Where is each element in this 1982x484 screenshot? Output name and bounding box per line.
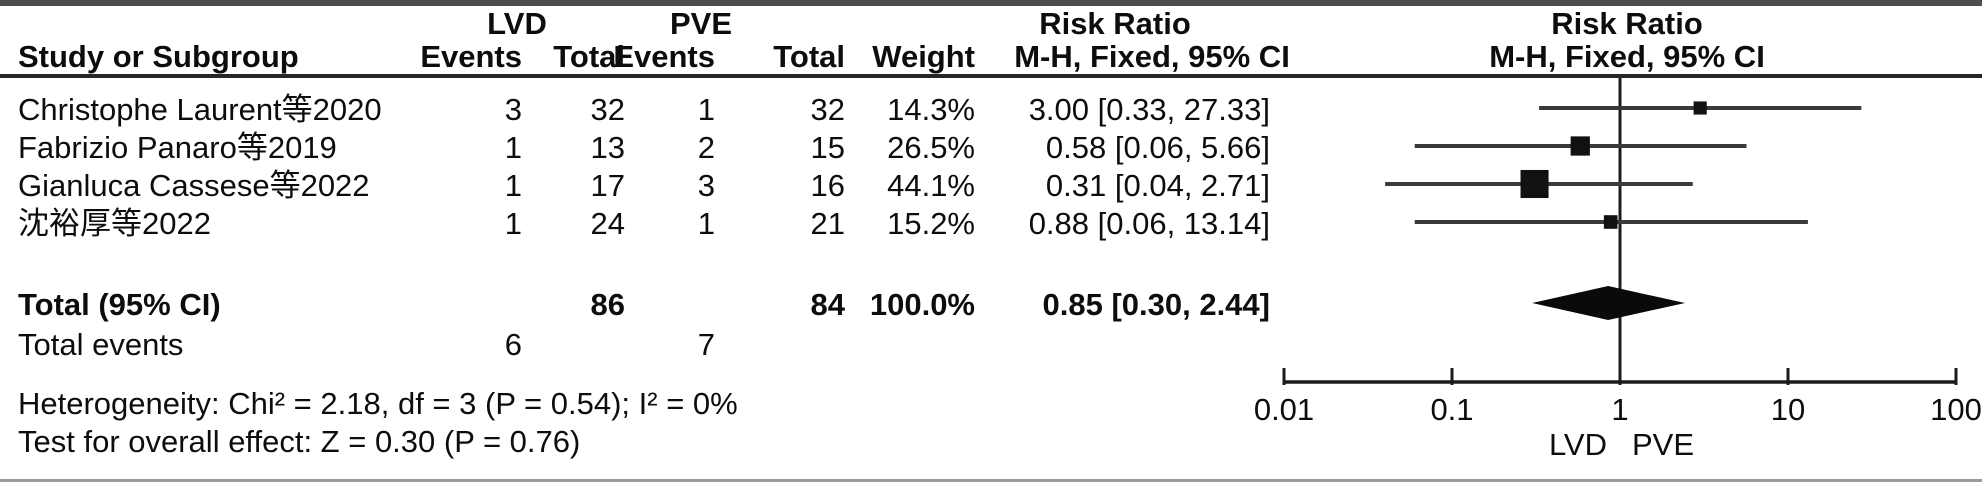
figure-top-border xyxy=(0,0,1982,6)
pve-events: 3 xyxy=(697,168,715,203)
col-header-study: Study or Subgroup xyxy=(18,39,299,74)
axis-tick-label: 100 xyxy=(1930,392,1982,427)
total-weight: 100.0% xyxy=(869,287,975,322)
lvd-total: 13 xyxy=(590,130,625,165)
figure-bottom-border xyxy=(0,479,1982,482)
total-pve-total: 84 xyxy=(810,287,845,322)
rr-ci-text: 0.58 [0.06, 5.66] xyxy=(1045,130,1270,165)
total-lvd-total: 86 xyxy=(590,287,625,322)
effect-marker xyxy=(1570,136,1590,156)
axis-tick-label: 1 xyxy=(1611,392,1629,427)
pve-total: 32 xyxy=(810,92,845,127)
total-diamond xyxy=(1532,286,1686,320)
total-events-lvd: 6 xyxy=(504,327,522,362)
rr-ci-text: 0.88 [0.06, 13.14] xyxy=(1028,206,1270,241)
col-header-mh-ci-plot: M-H, Fixed, 95% CI xyxy=(1489,39,1765,74)
rr-ci-text: 0.31 [0.04, 2.71] xyxy=(1045,168,1270,203)
weight: 15.2% xyxy=(887,206,975,241)
effect-marker xyxy=(1693,101,1707,115)
lvd-events: 1 xyxy=(504,130,522,165)
study-name: Gianluca Cassese等2022 xyxy=(18,168,370,203)
lvd-total: 24 xyxy=(590,206,625,241)
col-group-lvd: LVD xyxy=(487,6,547,41)
axis-tick-label: 0.01 xyxy=(1253,392,1315,427)
col-header-weight: Weight xyxy=(872,39,975,74)
col-header-lvd-total: Total xyxy=(553,39,625,74)
header-rule xyxy=(0,74,1982,78)
lvd-events: 1 xyxy=(504,206,522,241)
axis-tick-label: 0.1 xyxy=(1430,392,1474,427)
weight: 26.5% xyxy=(887,130,975,165)
axis-tick-label: 10 xyxy=(1770,392,1806,427)
heterogeneity-stats: Heterogeneity: Chi² = 2.18, df = 3 (P = … xyxy=(18,386,738,421)
col-header-lvd-events: Events xyxy=(420,39,522,74)
pve-events: 1 xyxy=(697,92,715,127)
effect-marker xyxy=(1603,215,1618,229)
total-events-label: Total events xyxy=(18,327,184,362)
pve-total: 16 xyxy=(810,168,845,203)
col-group-risk-ratio-plot: Risk Ratio xyxy=(1551,6,1703,41)
col-group-pve: PVE xyxy=(669,6,733,41)
pve-events: 2 xyxy=(697,130,715,165)
total-rr-ci-text: 0.85 [0.30, 2.44] xyxy=(1042,287,1271,322)
pve-events: 1 xyxy=(697,206,715,241)
study-name: 沈裕厚等2022 xyxy=(18,206,211,241)
pve-total: 15 xyxy=(810,130,845,165)
lvd-events: 3 xyxy=(504,92,522,127)
rr-ci-text: 3.00 [0.33, 27.33] xyxy=(1028,92,1270,127)
weight: 14.3% xyxy=(887,92,975,127)
total-label: Total (95% CI) xyxy=(18,287,221,322)
col-header-pve-events: Events xyxy=(613,39,715,74)
col-header-mh-ci-text: M-H, Fixed, 95% CI xyxy=(1014,39,1290,74)
study-name: Fabrizio Panaro等2019 xyxy=(18,130,337,165)
total-events-pve: 7 xyxy=(697,327,715,362)
overall-effect-stats: Test for overall effect: Z = 0.30 (P = 0… xyxy=(18,424,581,459)
favours-left-label: LVD xyxy=(1548,427,1608,462)
col-group-risk-ratio-text: Risk Ratio xyxy=(1039,6,1191,41)
col-header-pve-total: Total xyxy=(773,39,845,74)
lvd-total: 17 xyxy=(590,168,625,203)
lvd-total: 32 xyxy=(590,92,625,127)
lvd-events: 1 xyxy=(504,168,522,203)
study-name: Christophe Laurent等2020 xyxy=(18,92,382,127)
pve-total: 21 xyxy=(810,206,845,241)
weight: 44.1% xyxy=(887,168,975,203)
favours-right-label: PVE xyxy=(1631,427,1695,462)
effect-marker xyxy=(1520,169,1549,199)
